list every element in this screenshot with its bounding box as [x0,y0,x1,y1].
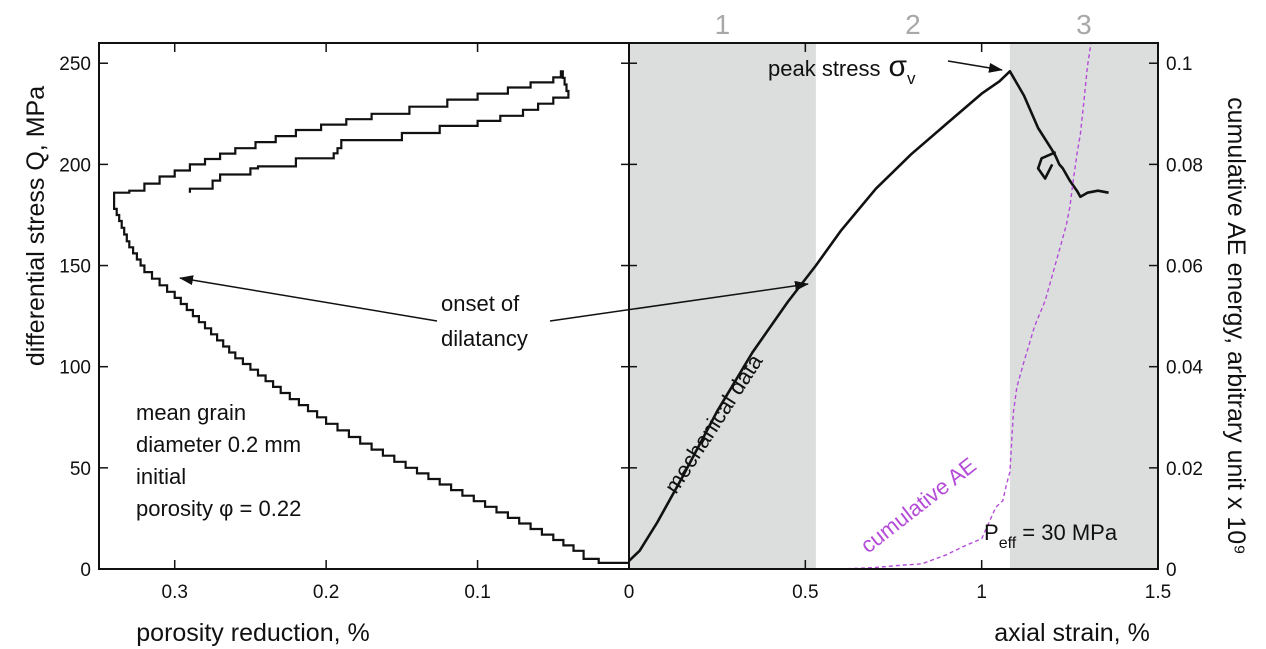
stage-label-2: 2 [905,9,921,40]
left-y-tick-label: 250 [59,54,91,75]
peak-stress-arrow [947,60,1003,73]
right-y-tick-label: 0 [1166,560,1177,581]
sample-annotation-line4: porosity φ = 0.22 [136,496,301,521]
onset-arrow-left [179,275,438,322]
left-y-axis-title: differential stress Q, MPa [22,86,50,366]
peff-annotation: Peff = 30 MPa [984,520,1118,552]
left-y-tick-label: 0 [80,560,91,581]
stage-region-3 [1009,43,1158,569]
annotations: onset of dilatancy mean grain diameter 0… [136,50,1118,558]
right-x-tick-label: 1.5 [1145,582,1171,603]
right-x-tick-label: 0 [624,582,635,603]
peff-value: = 30 MPa [1016,520,1118,545]
left-x-axis-title: porosity reduction, % [136,619,369,647]
left-x-tick-label: 0.2 [313,582,339,603]
right-x-axis-title: axial strain, % [994,619,1150,647]
stage-labels: 1 2 3 [715,9,1092,40]
right-y-tick-label: 0.06 [1166,257,1203,278]
peff-subscript: eff [999,535,1017,552]
right-x-tick-label: 1 [976,582,987,603]
left-y-tick-label: 200 [59,155,91,176]
right-y-tick-label: 0.1 [1166,54,1192,75]
mechanical-data-curve [628,70,1109,562]
stage-label-1: 1 [715,9,731,40]
stage-regions [629,43,1158,569]
right-x-tick-label: 0.5 [792,582,818,603]
stage-label-3: 3 [1076,9,1092,40]
onset-arrow-right [549,280,809,322]
sample-annotation-line2: diameter 0.2 mm [136,432,301,457]
curves [113,42,1109,570]
sigma-subscript: v [907,69,916,88]
sample-annotation-line3: initial [136,464,186,489]
cumulative-ae-label: cumulative AE [856,452,981,558]
right-y-tick-label: 0.08 [1166,155,1203,176]
right-y-tick-label: 0.02 [1166,459,1203,480]
peak-stress-label: peak stress [768,56,881,81]
sample-annotation-line1: mean grain [136,400,246,425]
left-x-tick-label: 0.3 [162,582,188,603]
right-y-axis-title: cumulative AE energy, arbitrary unit x 1… [1222,97,1250,555]
right-y-tick-label: 0.04 [1166,358,1203,379]
porosity-stress-curve [113,70,629,564]
peff-label: P [984,520,999,545]
left-y-tick-label: 100 [59,358,91,379]
onset-annotation-line1: onset of [441,291,520,316]
left-y-tick-label: 50 [70,459,91,480]
mechanical-data-branch [1036,151,1057,180]
left-y-tick-label: 150 [59,257,91,278]
onset-annotation-line2: dilatancy [441,326,528,351]
left-x-tick-label: 0.1 [464,582,490,603]
sigma-symbol: σ [889,50,908,83]
peak-stress-annotation: peak stress σv [768,50,916,88]
